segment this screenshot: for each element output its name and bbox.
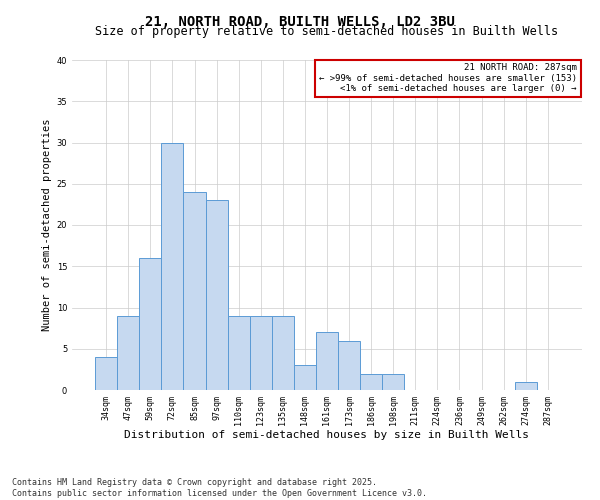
Bar bbox=[117, 316, 139, 390]
Bar bbox=[382, 374, 404, 390]
Bar bbox=[294, 365, 316, 390]
Text: 21 NORTH ROAD: 287sqm
← >99% of semi-detached houses are smaller (153)
<1% of se: 21 NORTH ROAD: 287sqm ← >99% of semi-det… bbox=[319, 64, 577, 93]
Bar bbox=[139, 258, 161, 390]
Bar bbox=[161, 142, 184, 390]
Bar bbox=[250, 316, 272, 390]
Bar bbox=[206, 200, 227, 390]
Bar bbox=[360, 374, 382, 390]
Bar bbox=[272, 316, 294, 390]
Bar bbox=[184, 192, 206, 390]
Bar bbox=[316, 332, 338, 390]
Bar bbox=[515, 382, 537, 390]
Title: Size of property relative to semi-detached houses in Builth Wells: Size of property relative to semi-detach… bbox=[95, 25, 559, 38]
Text: 21, NORTH ROAD, BUILTH WELLS, LD2 3BU: 21, NORTH ROAD, BUILTH WELLS, LD2 3BU bbox=[145, 15, 455, 29]
Bar bbox=[338, 340, 360, 390]
Bar bbox=[95, 357, 117, 390]
Bar bbox=[227, 316, 250, 390]
Y-axis label: Number of semi-detached properties: Number of semi-detached properties bbox=[43, 118, 52, 331]
X-axis label: Distribution of semi-detached houses by size in Builth Wells: Distribution of semi-detached houses by … bbox=[125, 430, 530, 440]
Text: Contains HM Land Registry data © Crown copyright and database right 2025.
Contai: Contains HM Land Registry data © Crown c… bbox=[12, 478, 427, 498]
